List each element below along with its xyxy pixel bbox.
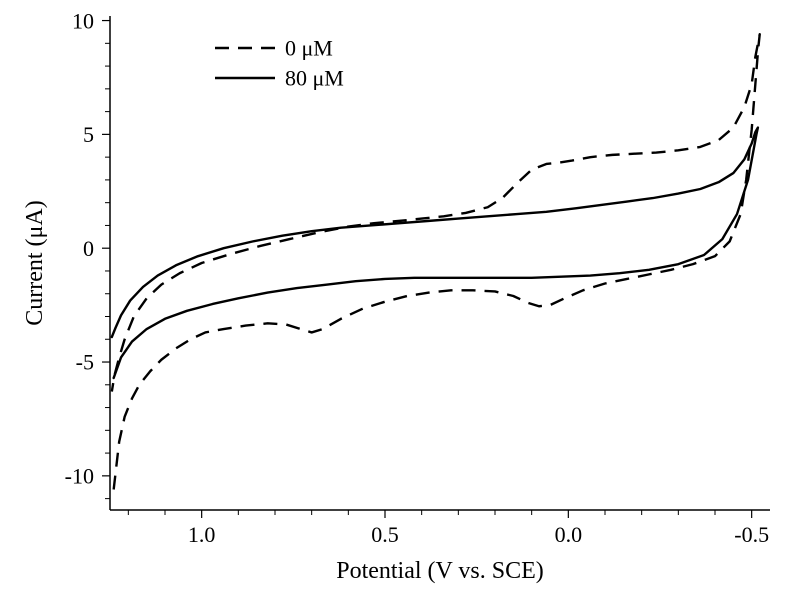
legend-label: 0 μM bbox=[285, 36, 333, 61]
y-axis-label: Current (μA) bbox=[22, 200, 48, 326]
x-tick-label: -0.5 bbox=[734, 522, 769, 547]
x-tick-label: 0.0 bbox=[555, 522, 583, 547]
x-tick-label: 1.0 bbox=[188, 522, 216, 547]
cv-chart: 1.0 0.5 0.0 -0.5 -10 -5 0 5 10 Potential (V vs. S… bbox=[0, 0, 800, 598]
y-tick-label: -10 bbox=[65, 464, 94, 489]
legend-label: 80 μM bbox=[285, 66, 344, 91]
x-axis-label: Potential (V vs. SCE) bbox=[336, 558, 544, 584]
x-tick-label: 0.5 bbox=[371, 522, 399, 547]
series-s_solid bbox=[112, 128, 758, 378]
y-tick-label: 5 bbox=[83, 122, 94, 147]
series-s_dashed bbox=[112, 34, 760, 489]
y-tick-label: 10 bbox=[72, 8, 94, 33]
y-tick-label: 0 bbox=[83, 236, 94, 261]
y-tick-label: -5 bbox=[76, 350, 94, 375]
